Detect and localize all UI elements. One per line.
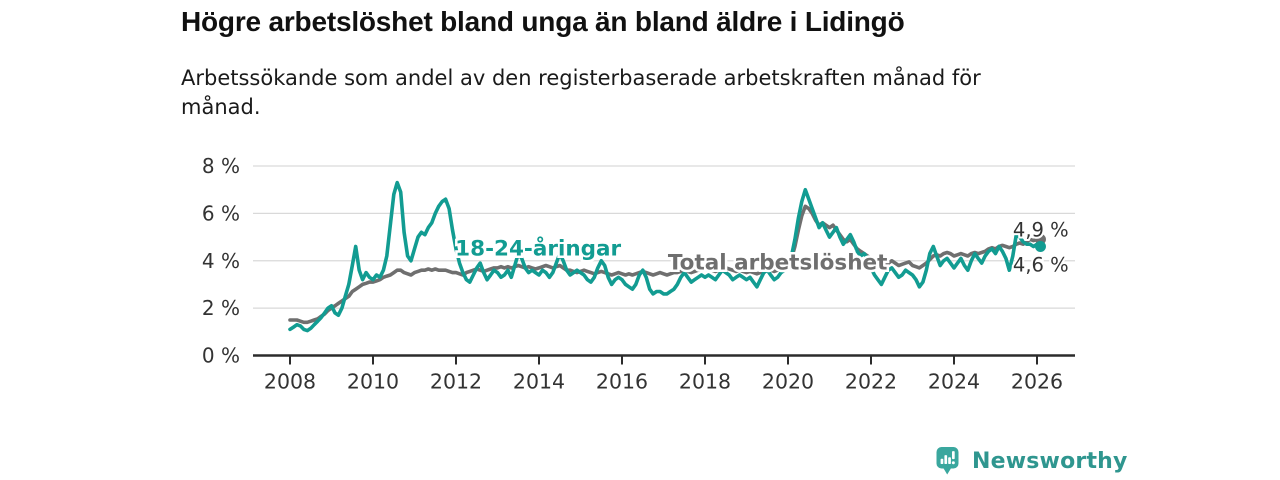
y-tick-label: 0 %: [202, 344, 240, 368]
x-tick-label: 2010: [347, 370, 399, 394]
series-end-dot-young: [1034, 241, 1046, 253]
page-title: Högre arbetslöshet bland unga än bland ä…: [181, 6, 905, 37]
series-label-total: Total arbetslöshet: [668, 251, 887, 276]
x-tick-label: 2018: [679, 370, 731, 394]
x-tick-label: 2026: [1011, 370, 1063, 394]
end-value-label-young: 4,6 %: [1013, 253, 1069, 276]
y-tick-label: 4 %: [202, 249, 240, 273]
x-tick-label: 2008: [264, 370, 316, 394]
y-tick-label: 6 %: [202, 201, 240, 225]
x-tick-label: 2022: [845, 370, 897, 394]
x-tick-label: 2014: [513, 370, 565, 394]
newsworthy-logo-text: Newsworthy: [972, 448, 1128, 474]
x-tick-label: 2020: [762, 370, 814, 394]
y-tick-label: 2 %: [202, 296, 240, 320]
x-tick-label: 2012: [430, 370, 482, 394]
chart-subtitle: Arbetssökande som andel av den registerb…: [181, 66, 981, 119]
x-tick-label: 2016: [596, 370, 648, 394]
series-line-young: [288, 180, 1043, 333]
x-tick-label: 2024: [928, 370, 980, 394]
series-line-total: [288, 204, 1043, 325]
end-value-label-total: 4,9 %: [1013, 218, 1069, 241]
newsworthy-logo[interactable]: Newsworthy: [936, 446, 1128, 476]
series-label-young: 18-24-åringar: [455, 236, 621, 262]
y-tick-label: 8 %: [202, 154, 240, 178]
newsworthy-logo-icon: [936, 447, 959, 475]
